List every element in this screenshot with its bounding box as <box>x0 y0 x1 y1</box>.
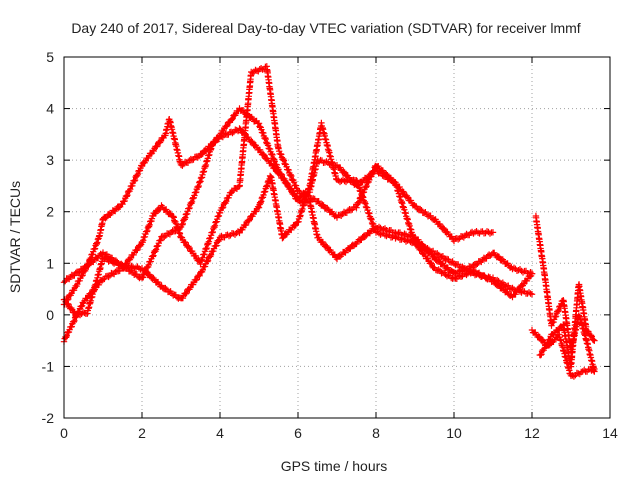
y-axis-label: SDTVAR / TECUs <box>7 181 23 293</box>
y-tick-label: 4 <box>46 101 54 117</box>
series-markers <box>528 326 598 380</box>
x-tick-label: 2 <box>138 425 146 441</box>
series-track-6 <box>536 281 598 370</box>
chart-title: Day 240 of 2017, Sidereal Day-to-day VTE… <box>71 20 580 36</box>
series-markers <box>536 281 598 370</box>
y-tick-label: -1 <box>42 358 55 374</box>
x-tick-label: 6 <box>294 425 302 441</box>
x-tick-label: 12 <box>524 425 540 441</box>
x-tick-label: 10 <box>446 425 462 441</box>
y-tick-label: 1 <box>46 255 54 271</box>
y-tick-label: 0 <box>46 307 54 323</box>
y-tick-label: 2 <box>46 204 54 220</box>
data-points <box>60 63 598 380</box>
y-tick-label: 3 <box>46 152 54 168</box>
x-tick-label: 0 <box>60 425 68 441</box>
y-tick-label: -2 <box>42 410 55 426</box>
x-tick-label: 14 <box>602 425 618 441</box>
plot-frame <box>63 56 611 419</box>
series-track-7 <box>528 326 598 380</box>
x-tick-label: 8 <box>372 425 380 441</box>
grid <box>64 57 610 418</box>
x-axis-label: GPS time / hours <box>281 458 388 474</box>
x-tick-label: 4 <box>216 425 224 441</box>
y-tick-label: 5 <box>46 49 54 65</box>
